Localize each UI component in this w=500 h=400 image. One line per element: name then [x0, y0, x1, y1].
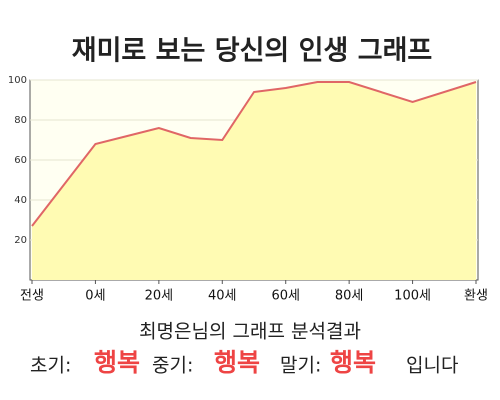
x-tick-label: 80세 [335, 289, 364, 304]
result-value: 행복 [214, 348, 260, 377]
y-tick-label: 60 [14, 155, 27, 166]
y-tick-label: 80 [14, 115, 27, 126]
result-value: 행복 [330, 348, 376, 377]
result-label: 말기: [280, 355, 321, 377]
area [32, 82, 476, 280]
result-value: 행복 [94, 348, 140, 377]
line [31, 81, 477, 227]
y-tick-label: 20 [14, 235, 27, 246]
result-heading: 최명은님의 그래프 분석결과 [139, 321, 361, 343]
result-label: 중기: [152, 355, 193, 377]
x-tick-label: 40세 [208, 289, 237, 304]
y-tick-label: 100 [8, 75, 27, 86]
result-line: 초기: 행복 중기: 행복 말기: 행복 입니다 [30, 348, 458, 377]
x-tick-label: 20세 [145, 289, 174, 304]
result-ending: 입니다 [406, 355, 458, 377]
x-tick-label: 전생 [20, 289, 44, 304]
y-tick-label: 40 [14, 195, 27, 206]
x-tick-label: 0세 [85, 289, 105, 304]
chart-title: 재미로 보는 당신의 인생 그래프 [72, 36, 433, 67]
x-tick-label: 환생 [464, 289, 488, 304]
x-tick-label: 60세 [271, 289, 300, 304]
x-tick-label: 100세 [394, 289, 431, 304]
result-label: 초기: [30, 355, 71, 377]
